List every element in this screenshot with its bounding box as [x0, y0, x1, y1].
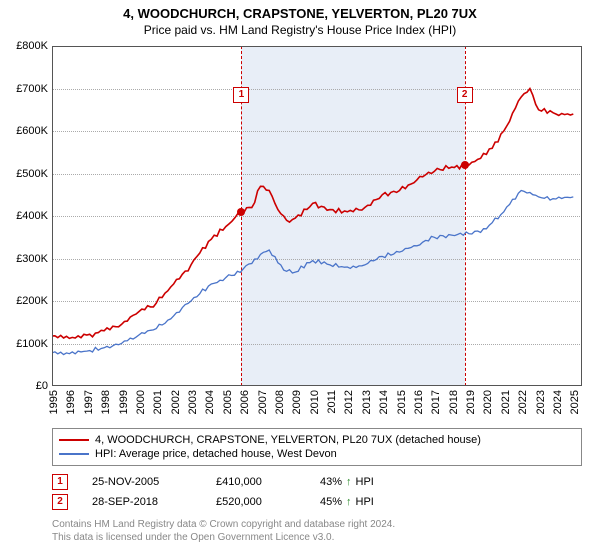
x-tick-label: 1995 — [48, 390, 60, 414]
x-tick-label: 2014 — [378, 390, 390, 414]
plot-border — [52, 46, 582, 386]
x-tick-label: 2000 — [135, 390, 147, 414]
x-tick-label: 2019 — [465, 390, 477, 414]
x-tick-label: 2018 — [448, 390, 460, 414]
sale-marker-icon: 2 — [52, 494, 68, 510]
x-tick-label: 2007 — [257, 390, 269, 414]
sales-row: 1 25-NOV-2005 £410,000 43% ↑ HPI — [52, 472, 374, 492]
legend-swatch — [59, 453, 89, 455]
sales-table: 1 25-NOV-2005 £410,000 43% ↑ HPI 2 28-SE… — [52, 472, 374, 512]
x-tick-label: 1997 — [83, 390, 95, 414]
sale-marker-icon: 1 — [52, 474, 68, 490]
x-tick-label: 2024 — [552, 390, 564, 414]
legend-item-hpi: HPI: Average price, detached house, West… — [59, 447, 575, 461]
x-tick-label: 2013 — [361, 390, 373, 414]
x-tick-label: 1996 — [65, 390, 77, 414]
y-tick-label: £200K — [16, 295, 48, 307]
chart-subtitle: Price paid vs. HM Land Registry's House … — [0, 21, 600, 41]
sales-row: 2 28-SEP-2018 £520,000 45% ↑ HPI — [52, 492, 374, 512]
y-tick-label: £300K — [16, 253, 48, 265]
arrow-up-icon: ↑ — [346, 496, 352, 508]
x-tick-label: 2004 — [204, 390, 216, 414]
x-tick-label: 2012 — [343, 390, 355, 414]
x-tick-label: 2023 — [535, 390, 547, 414]
y-tick-label: £0 — [36, 380, 48, 392]
x-tick-label: 2003 — [187, 390, 199, 414]
legend-label: HPI: Average price, detached house, West… — [95, 448, 337, 460]
y-tick-label: £100K — [16, 338, 48, 350]
x-tick-label: 2017 — [430, 390, 442, 414]
sale-hpi-delta: 45% ↑ HPI — [320, 496, 374, 508]
footer-line: This data is licensed under the Open Gov… — [52, 531, 395, 544]
sale-hpi-delta: 43% ↑ HPI — [320, 476, 374, 488]
x-tick-label: 2021 — [500, 390, 512, 414]
legend: 4, WOODCHURCH, CRAPSTONE, YELVERTON, PL2… — [52, 428, 582, 466]
y-tick-label: £800K — [16, 40, 48, 52]
x-tick-label: 2015 — [396, 390, 408, 414]
arrow-up-icon: ↑ — [346, 476, 352, 488]
x-tick-label: 2006 — [239, 390, 251, 414]
legend-item-property: 4, WOODCHURCH, CRAPSTONE, YELVERTON, PL2… — [59, 433, 575, 447]
x-tick-label: 2001 — [152, 390, 164, 414]
x-tick-label: 2010 — [309, 390, 321, 414]
chart-title: 4, WOODCHURCH, CRAPSTONE, YELVERTON, PL2… — [0, 0, 600, 21]
x-tick-label: 2020 — [482, 390, 494, 414]
x-tick-label: 1998 — [100, 390, 112, 414]
y-tick-label: £400K — [16, 210, 48, 222]
sale-price: £410,000 — [216, 476, 296, 488]
sale-price: £520,000 — [216, 496, 296, 508]
x-tick-label: 2011 — [326, 390, 338, 414]
x-tick-label: 2002 — [170, 390, 182, 414]
x-tick-label: 2025 — [569, 390, 581, 414]
x-tick-label: 2009 — [291, 390, 303, 414]
chart-container: 4, WOODCHURCH, CRAPSTONE, YELVERTON, PL2… — [0, 0, 600, 560]
legend-swatch — [59, 439, 89, 441]
x-tick-label: 2016 — [413, 390, 425, 414]
x-tick-label: 2005 — [222, 390, 234, 414]
footer-line: Contains HM Land Registry data © Crown c… — [52, 518, 395, 531]
legend-label: 4, WOODCHURCH, CRAPSTONE, YELVERTON, PL2… — [95, 434, 481, 446]
sale-date: 28-SEP-2018 — [92, 496, 192, 508]
sale-date: 25-NOV-2005 — [92, 476, 192, 488]
x-tick-label: 1999 — [118, 390, 130, 414]
y-tick-label: £600K — [16, 125, 48, 137]
y-tick-label: £500K — [16, 168, 48, 180]
x-tick-label: 2008 — [274, 390, 286, 414]
footer-attribution: Contains HM Land Registry data © Crown c… — [52, 518, 395, 544]
y-tick-label: £700K — [16, 83, 48, 95]
plot-area: 12 £0£100K£200K£300K£400K£500K£600K£700K… — [52, 46, 582, 386]
x-tick-label: 2022 — [517, 390, 529, 414]
